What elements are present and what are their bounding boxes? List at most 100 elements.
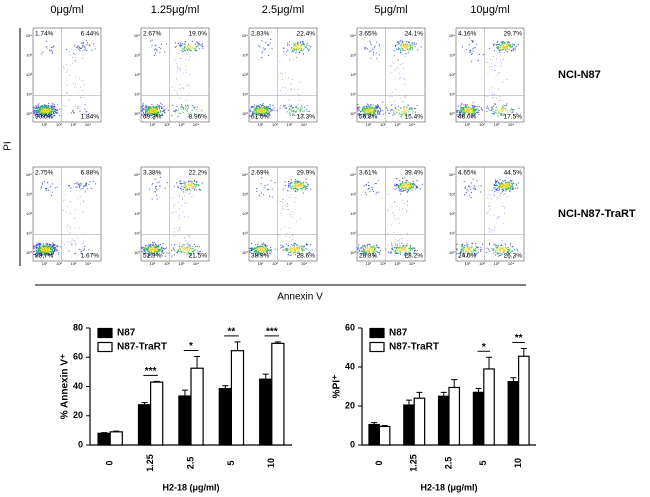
event-dot	[408, 109, 410, 111]
event-dot	[505, 240, 507, 242]
event-dot	[185, 240, 187, 242]
event-dot	[289, 183, 291, 185]
event-dot	[495, 244, 497, 246]
event-dot	[306, 188, 308, 190]
event-dot	[361, 250, 363, 252]
event-dot	[502, 180, 504, 182]
event-dot	[85, 40, 88, 42]
event-dot	[180, 183, 182, 185]
event-dot	[395, 183, 397, 186]
event-dot	[143, 108, 145, 110]
event-dot	[161, 103, 163, 105]
event-dot	[294, 114, 296, 116]
bar	[483, 368, 495, 446]
event-dot	[408, 111, 410, 113]
event-dot	[289, 109, 291, 111]
event-dot	[410, 249, 412, 251]
event-dot	[94, 48, 96, 50]
event-dot	[391, 243, 393, 245]
event-dot	[292, 210, 293, 212]
event-dot	[296, 220, 298, 222]
event-dot	[357, 248, 359, 250]
event-dot	[495, 249, 497, 251]
event-dot	[192, 245, 194, 247]
event-dot	[413, 42, 415, 44]
event-dot	[465, 104, 467, 106]
event-dot	[481, 109, 484, 111]
event-dot	[254, 107, 256, 109]
event-dot	[508, 181, 510, 183]
event-dot	[151, 109, 153, 111]
event-dot	[501, 43, 503, 45]
event-dot	[497, 216, 499, 218]
event-dot	[86, 44, 88, 46]
event-dot	[471, 247, 473, 249]
event-dot	[490, 109, 492, 111]
decade-label: 10³	[242, 53, 248, 58]
event-dot	[46, 109, 48, 111]
decade-label: 10⁴	[301, 261, 307, 266]
event-dot	[191, 105, 193, 107]
event-dot	[497, 196, 499, 198]
event-dot	[394, 69, 396, 71]
decade-label: 10²	[164, 261, 170, 266]
event-dot	[505, 108, 508, 110]
event-dot	[184, 182, 187, 184]
event-dot	[366, 105, 368, 107]
event-dot	[369, 40, 371, 42]
event-dot	[264, 245, 266, 248]
event-dot	[507, 45, 509, 47]
event-dot	[495, 44, 497, 46]
event-dot	[373, 110, 375, 112]
event-dot	[404, 177, 406, 179]
event-dot	[398, 72, 400, 74]
event-dot	[378, 43, 380, 45]
event-dot	[396, 48, 398, 50]
decade-label: 10⁰	[242, 111, 248, 116]
x-tick-label: 5	[478, 460, 488, 465]
event-dot	[491, 248, 493, 250]
event-dot	[196, 108, 198, 111]
decade-label: 10⁴	[193, 122, 199, 127]
event-dot	[296, 93, 298, 95]
event-dot	[494, 190, 496, 192]
decade-label: 10⁰	[134, 111, 140, 116]
event-dot	[199, 189, 202, 191]
event-dot	[260, 109, 263, 112]
event-dot	[391, 247, 393, 249]
event-dot	[59, 108, 61, 110]
event-dot	[306, 105, 308, 107]
decade-label: 10¹	[465, 261, 471, 266]
decade-label: 10³	[494, 122, 500, 127]
event-dot	[379, 108, 381, 110]
event-dot	[258, 109, 260, 111]
event-dot	[39, 108, 41, 110]
decade-label: 10²	[449, 72, 455, 77]
event-dot	[497, 250, 499, 252]
event-dot	[190, 249, 192, 251]
event-dot	[492, 230, 494, 232]
event-dot	[398, 188, 401, 190]
event-dot	[503, 51, 505, 53]
event-dot	[159, 114, 161, 116]
event-dot	[513, 249, 516, 251]
decade-label: 10⁴	[85, 261, 91, 266]
event-dot	[401, 184, 403, 186]
event-dot	[293, 48, 295, 51]
event-dot	[48, 116, 50, 118]
event-dot	[188, 193, 190, 195]
event-dot	[189, 46, 191, 48]
event-dot	[399, 209, 400, 211]
event-dot	[43, 257, 45, 259]
event-dot	[185, 109, 187, 111]
decade-label: 10¹	[465, 122, 471, 127]
event-dot	[393, 231, 395, 233]
event-dot	[405, 111, 407, 113]
event-dot	[400, 114, 403, 116]
event-dot	[506, 189, 508, 191]
event-dot	[393, 62, 395, 64]
event-dot	[500, 182, 502, 184]
event-dot	[489, 209, 491, 210]
event-dot	[415, 43, 418, 45]
event-dot	[190, 186, 193, 188]
